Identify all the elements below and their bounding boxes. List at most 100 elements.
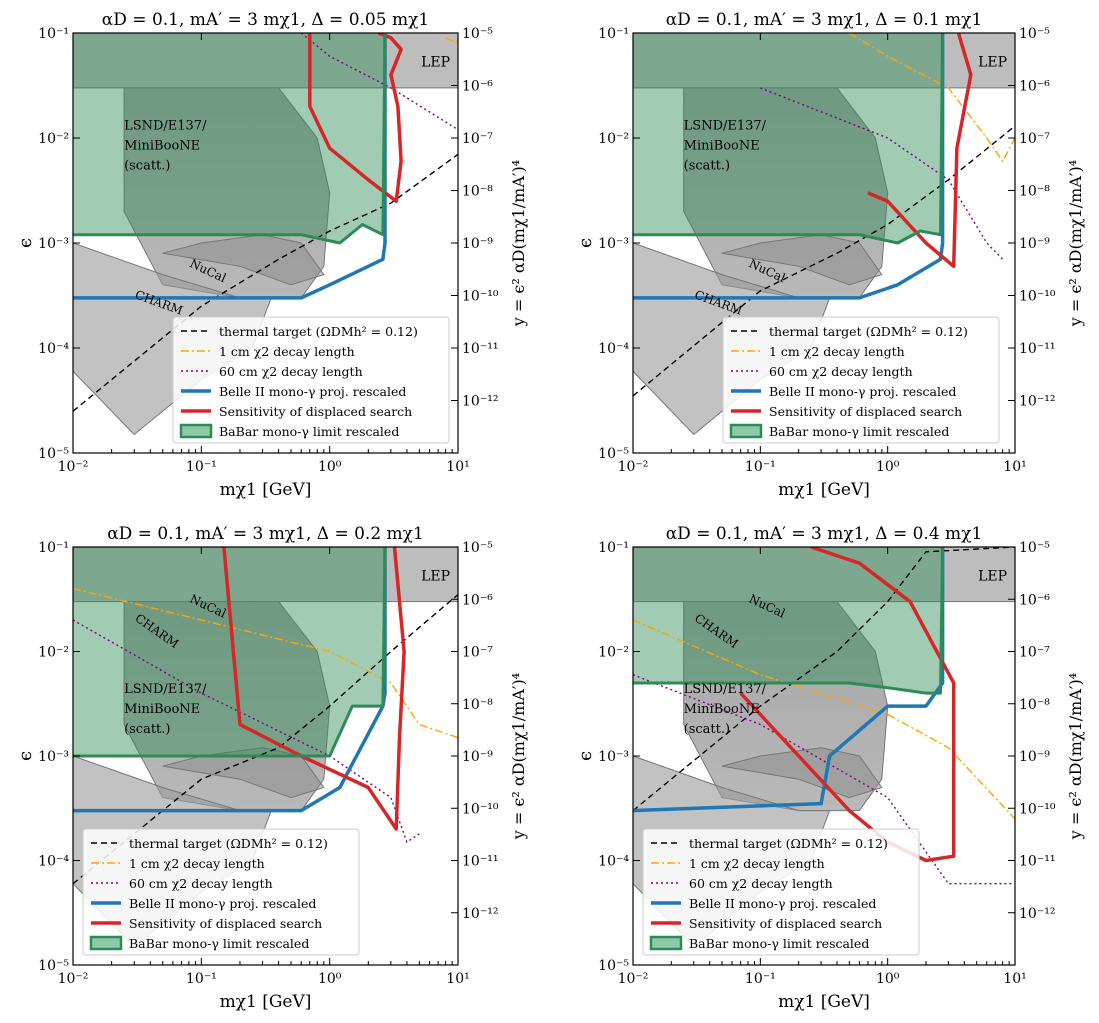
legend-swatch: [649, 935, 683, 951]
legend: thermal target (ΩDMh² = 0.12) 1 cm χ2 dec…: [82, 828, 360, 956]
legend-label: 60 cm χ2 decay length: [689, 876, 833, 891]
legend-label: 60 cm χ2 decay length: [769, 364, 913, 379]
y-tick-label: 10⁻⁵: [38, 958, 69, 974]
y2-axis-label: y = ϵ² αD(mχ1/mA′)⁴: [1066, 160, 1085, 327]
series-line-3: [300, 33, 458, 131]
y2-axis-label: y = ϵ² αD(mχ1/mA′)⁴: [1066, 673, 1085, 840]
y-tick-label: 10⁻³: [598, 749, 629, 765]
series-line-2: [445, 37, 458, 44]
legend-label: BaBar mono-γ limit rescaled: [769, 424, 949, 439]
legend-label: Belle II mono-γ proj. rescaled: [689, 896, 876, 911]
y2-tick-label: 10⁻¹¹: [1019, 341, 1055, 357]
series-line-6: [633, 33, 945, 245]
y-tick-label: 10⁻³: [38, 236, 69, 252]
y2-tick-label: 10⁻⁶: [462, 592, 493, 608]
region-lep: [73, 33, 458, 89]
panel-1: LEPCHARMNuCalLSND/E137/MiniBooNE(scatt.)…: [15, 10, 528, 500]
legend-box: [642, 828, 920, 956]
region-label-lsnd-line: LSND/E137/: [684, 682, 767, 697]
y-tick-label: 10⁻²: [598, 131, 629, 147]
x-tick-label: 10⁻¹: [186, 971, 217, 987]
y-tick-label: 10⁻²: [598, 645, 629, 661]
y2-tick-label: 10⁻⁷: [1019, 131, 1050, 147]
legend-label: BaBar mono-γ limit rescaled: [689, 936, 869, 951]
y2-tick-label: 10⁻⁶: [1019, 79, 1050, 95]
legend-label: Sensitivity of displaced search: [219, 404, 412, 419]
region-label-lsnd-line: MiniBooNE: [684, 139, 760, 154]
region-label-lsnd-line: LSND/E137/: [124, 119, 207, 134]
x-tick-label: 10⁰: [876, 971, 900, 987]
y2-tick-label: 10⁻¹¹: [462, 341, 498, 357]
y2-axis-label: y = ϵ² αD(mχ1/mA′)⁴: [509, 160, 528, 327]
y2-tick-label: 10⁻⁸: [462, 184, 493, 200]
series-line-2: [633, 619, 1015, 820]
babar-area: [633, 33, 943, 243]
series-line-5: [308, 33, 403, 203]
region-label-lep: LEP: [978, 54, 1007, 70]
x-tick-label: 10¹: [446, 971, 469, 987]
legend-label: Sensitivity of displaced search: [769, 404, 962, 419]
x-axis-label: mχ1 [GeV]: [778, 480, 870, 500]
y2-tick-label: 10⁻¹²: [1019, 394, 1055, 410]
y-tick-label: 10⁻²: [38, 645, 69, 661]
y2-tick-label: 10⁻¹²: [1019, 906, 1055, 922]
x-tick-label: 10⁰: [318, 459, 342, 475]
x-axis-label: mχ1 [GeV]: [220, 480, 312, 500]
x-tick-label: 10⁻²: [618, 459, 649, 475]
region-lep: [73, 547, 458, 603]
y-axis-label: ϵ: [575, 238, 596, 248]
panel-3: LEPCHARMNuCalLSND/E137/MiniBooNE(scatt.)…: [15, 524, 528, 1012]
y2-tick-label: 10⁻⁹: [1019, 236, 1050, 252]
y2-tick-label: 10⁻⁵: [462, 540, 493, 556]
series-line-6: [633, 547, 945, 695]
legend-box: [172, 316, 450, 444]
series-line-5: [867, 33, 973, 269]
y2-tick-label: 10⁻⁶: [1019, 592, 1050, 608]
legend-label: 1 cm χ2 decay length: [769, 344, 905, 359]
babar-area: [73, 33, 385, 243]
legend-label: Belle II mono-γ proj. rescaled: [769, 384, 956, 399]
panel-title: αD = 0.1, mA′ = 3 mχ1, Δ = 0.05 mχ1: [102, 10, 429, 30]
y2-tick-label: 10⁻¹⁰: [1019, 801, 1056, 817]
region-label-lsnd-line: (scatt.): [684, 159, 730, 174]
legend-label: 1 cm χ2 decay length: [689, 856, 825, 871]
region-label-lsnd-line: MiniBooNE: [124, 139, 200, 154]
series-line-3: [633, 674, 1015, 885]
legend-swatch: [89, 935, 123, 951]
region-lep: [633, 33, 1015, 89]
series-line-1: [633, 547, 1015, 812]
y-tick-label: 10⁻⁴: [598, 341, 629, 357]
y2-tick-label: 10⁻¹⁰: [462, 289, 499, 305]
series-line-2: [73, 587, 458, 739]
x-tick-label: 10¹: [1003, 971, 1026, 987]
panel-title: αD = 0.1, mA′ = 3 mχ1, Δ = 0.1 mχ1: [666, 10, 983, 30]
legend: thermal target (ΩDMh² = 0.12) 1 cm χ2 dec…: [722, 316, 1000, 444]
y2-tick-label: 10⁻⁵: [1019, 26, 1050, 42]
panel-title: αD = 0.1, mA′ = 3 mχ1, Δ = 0.2 mχ1: [107, 524, 424, 544]
series-line-4: [73, 547, 387, 813]
babar-area: [633, 547, 943, 694]
y-tick-label: 10⁻⁵: [38, 446, 69, 462]
legend-label: BaBar mono-γ limit rescaled: [219, 424, 399, 439]
y2-tick-label: 10⁻⁷: [462, 645, 493, 661]
series-line-6: [73, 33, 387, 245]
legend-swatch: [179, 423, 213, 439]
region-label-lsnd-line: (scatt.): [124, 722, 170, 737]
y-tick-label: 10⁻¹: [38, 26, 69, 42]
region-nucal: [721, 234, 883, 286]
y-tick-label: 10⁻¹: [598, 540, 629, 556]
y2-tick-label: 10⁻⁷: [462, 131, 493, 147]
legend-label: thermal target (ΩDMh² = 0.12): [769, 324, 968, 339]
series-line-4: [633, 33, 945, 300]
y-axis-label: ϵ: [575, 751, 596, 761]
legend-label: 1 cm χ2 decay length: [129, 856, 265, 871]
y-tick-label: 10⁻³: [598, 236, 629, 252]
legend-label: Sensitivity of displaced search: [689, 916, 882, 931]
region-label-lsnd-line: (scatt.): [684, 722, 730, 737]
y2-tick-label: 10⁻⁸: [1019, 184, 1050, 200]
x-tick-label: 10⁰: [876, 459, 900, 475]
y2-tick-label: 10⁻¹¹: [462, 854, 498, 870]
legend-label: BaBar mono-γ limit rescaled: [129, 936, 309, 951]
